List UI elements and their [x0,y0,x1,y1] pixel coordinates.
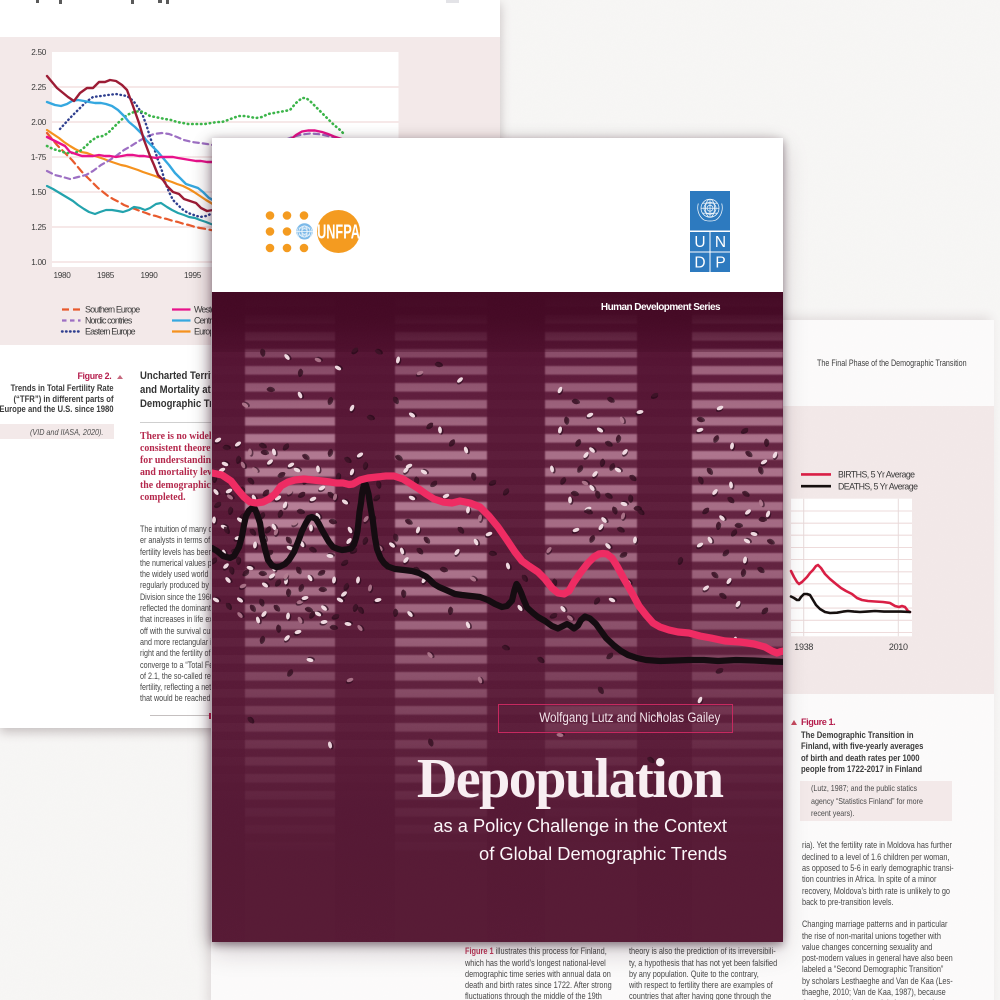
svg-text:DEATHS, 5 Yr Average: DEATHS, 5 Yr Average [838,481,918,491]
svg-text:2.25: 2.25 [31,83,46,92]
svg-text:BIRTHS, 5 Yr Average: BIRTHS, 5 Yr Average [838,470,915,480]
svg-text:1938: 1938 [794,642,813,652]
svg-text:1.50: 1.50 [31,188,46,197]
svg-text:Nordic contries: Nordic contries [85,316,133,326]
svg-text:D: D [694,255,705,272]
svg-text:U: U [694,234,705,251]
svg-text:1980: 1980 [53,271,71,280]
svg-text:1990: 1990 [140,271,158,280]
svg-text:2010: 2010 [889,642,908,652]
svg-text:Eastern Europe: Eastern Europe [85,327,136,337]
svg-text:Southern Europe: Southern Europe [85,305,140,315]
svg-text:UNFPA: UNFPA [317,220,360,243]
svg-text:1.25: 1.25 [31,223,46,232]
svg-text:1-75: 1-75 [31,153,47,162]
svg-text:2.00: 2.00 [31,118,46,127]
svg-text:1985: 1985 [97,271,115,280]
svg-text:1995: 1995 [184,271,202,280]
svg-text:N: N [715,234,726,251]
svg-text:1.00: 1.00 [31,258,46,267]
svg-text:2.50: 2.50 [31,48,46,57]
svg-text:P: P [715,255,725,272]
